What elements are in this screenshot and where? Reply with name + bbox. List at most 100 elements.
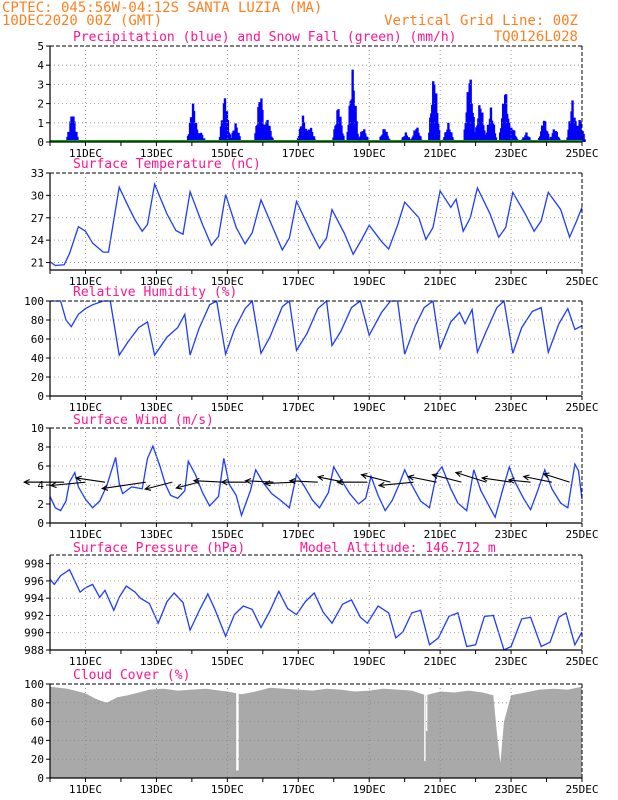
- precip-bar: [355, 121, 358, 142]
- humidity-title: Relative Humidity (%): [73, 285, 237, 300]
- precip-bar: [238, 136, 241, 142]
- plot-area: 21 24 27 30 33 11DEC 13DEC 15DEC 17DEC 19DEC 21DEC…: [31, 167, 599, 288]
- plot-area: 0 20 40 60 80 100 11DEC 13DEC 15DEC 17DEC 19DEC 21D…: [24, 678, 598, 796]
- y-tick-label: 100: [24, 295, 44, 308]
- x-tick-label: 17DEC: [282, 783, 315, 796]
- pressure-title: Surface Pressure (hPa): [73, 541, 245, 556]
- x-tick-label: 13DEC: [140, 655, 173, 668]
- x-tick-label: 15DEC: [211, 528, 244, 541]
- wind-arrow: [263, 480, 295, 487]
- wind-arrow: [454, 471, 487, 483]
- y-tick-label: 40: [31, 352, 44, 365]
- x-tick-label: 11DEC: [69, 147, 102, 160]
- wind-arrow: [522, 474, 552, 483]
- wind-speed-line: [49, 444, 583, 520]
- x-tick-label: 21DEC: [424, 783, 457, 796]
- y-tick-label: 21: [31, 257, 44, 270]
- precip-bar: [200, 134, 204, 142]
- x-tick-label: 15DEC: [211, 655, 244, 668]
- cloud-panel: 0 20 40 60 80 100 11DEC 13DEC 15DEC 17DEC 19DEC 21D…: [24, 668, 598, 796]
- x-tick-label: 23DEC: [495, 275, 528, 288]
- vertical-grid-note: Vertical Grid Line: 00Z: [384, 13, 578, 29]
- precip-bar: [269, 130, 272, 142]
- x-tick-label: 23DEC: [495, 147, 528, 160]
- y-tick-label: 2: [37, 98, 44, 111]
- x-tick-label: 25DEC: [565, 147, 598, 160]
- relative-humidity-line: [50, 299, 583, 357]
- y-tick-label: 100: [24, 678, 44, 691]
- wind-arrow: [377, 481, 414, 489]
- model-altitude: Model Altitude: 146.712 m: [300, 541, 496, 556]
- x-tick-label: 19DEC: [353, 147, 386, 160]
- y-tick-label: 40: [31, 734, 44, 747]
- cloud-title: Cloud Cover (%): [73, 668, 190, 683]
- x-tick-label: 19DEC: [353, 401, 386, 414]
- wind-arrow: [431, 472, 462, 483]
- wind-arrow: [407, 474, 437, 483]
- x-tick-label: 11DEC: [69, 783, 102, 796]
- precip-bar: [582, 133, 585, 142]
- x-tick-label: 17DEC: [282, 275, 315, 288]
- x-tick-label: 25DEC: [565, 655, 598, 668]
- precip-bar: [342, 135, 345, 142]
- y-tick-label: 4: [37, 479, 44, 492]
- x-tick-label: 23DEC: [495, 655, 528, 668]
- x-tick-label: 21DEC: [424, 401, 457, 414]
- plot-area: 988 990 992 994 996 998 11DEC 13DEC 15DEC 17DEC 19…: [24, 554, 599, 668]
- pressure-panel: 988 990 992 994 996 998 11DEC 13DEC 15DEC 17DEC 19…: [24, 541, 598, 668]
- precip-bar: [356, 133, 359, 142]
- y-tick-label: 992: [24, 609, 44, 622]
- wind-arrow: [542, 472, 570, 483]
- x-tick-label: 25DEC: [565, 275, 598, 288]
- y-tick-label: 996: [24, 575, 44, 588]
- x-tick-label: 11DEC: [69, 655, 102, 668]
- y-tick-label: 0: [37, 517, 44, 530]
- x-tick-label: 15DEC: [211, 783, 244, 796]
- y-tick-label: 27: [31, 212, 44, 225]
- wind-panel: 0 2 4 6 8 10 11DEC 13DEC 15DEC 17DEC 19DEC 21DEC 23D…: [22, 413, 599, 541]
- x-tick-label: 25DEC: [565, 401, 598, 414]
- precip-bar: [438, 129, 441, 142]
- y-tick-label: 24: [31, 234, 45, 247]
- x-tick-label: 11DEC: [69, 401, 102, 414]
- x-tick-label: 13DEC: [140, 147, 173, 160]
- y-tick-label: 990: [24, 627, 44, 640]
- y-tick-label: 60: [31, 333, 44, 346]
- wind-arrow: [49, 481, 86, 489]
- precip-bar: [228, 134, 232, 142]
- x-tick-label: 19DEC: [353, 275, 386, 288]
- y-tick-label: 60: [31, 716, 44, 729]
- wind-arrow: [143, 481, 173, 491]
- y-tick-label: 10: [31, 422, 44, 435]
- x-tick-label: 15DEC: [211, 275, 244, 288]
- precip-bar: [472, 117, 475, 142]
- wind-arrow: [74, 475, 106, 483]
- precip-bar: [271, 137, 274, 142]
- wind-arrow: [288, 477, 318, 485]
- y-tick-label: 988: [24, 644, 44, 657]
- x-tick-label: 13DEC: [140, 528, 173, 541]
- precip-bar: [73, 121, 76, 142]
- y-tick-label: 0: [37, 136, 44, 149]
- x-tick-label: 15DEC: [211, 401, 244, 414]
- temperature-panel: 21 24 27 30 33 11DEC 13DEC 15DEC 17DEC 19DEC 21DEC…: [31, 157, 599, 288]
- x-tick-label: 19DEC: [353, 783, 386, 796]
- x-tick-label: 13DEC: [140, 401, 173, 414]
- wind-arrow: [336, 479, 368, 486]
- x-tick-label: 23DEC: [495, 783, 528, 796]
- y-tick-label: 0: [37, 772, 44, 785]
- x-tick-label: 19DEC: [353, 528, 386, 541]
- x-tick-label: 25DEC: [565, 528, 598, 541]
- model-id: TQ0126L028: [494, 29, 578, 45]
- y-tick-label: 20: [31, 753, 44, 766]
- temperature-line: [49, 181, 583, 267]
- precip-bar: [192, 110, 196, 142]
- x-tick-label: 17DEC: [282, 401, 315, 414]
- humidity-panel: 0 20 40 60 80 100 11DEC 13DEC 15DEC 17DEC 19DEC 21D…: [24, 285, 598, 414]
- run-date: 10DEC2020 00Z (GMT): [2, 13, 162, 29]
- precip-bar: [494, 137, 498, 142]
- precip-bar: [451, 136, 454, 142]
- precip-bar: [226, 120, 230, 142]
- x-tick-label: 15DEC: [211, 147, 244, 160]
